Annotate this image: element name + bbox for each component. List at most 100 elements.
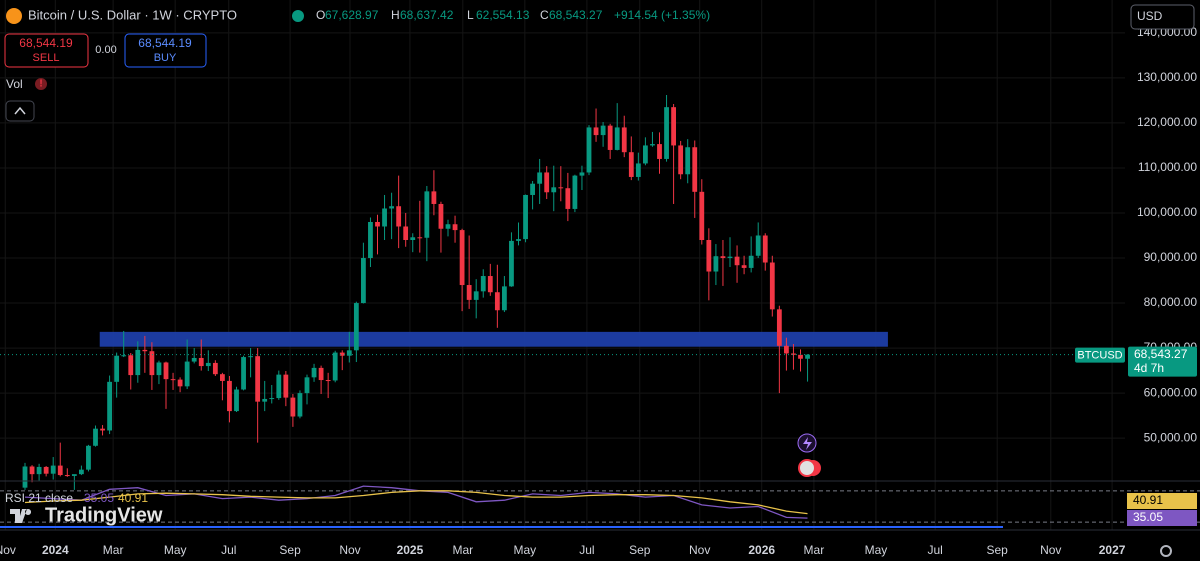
candle-body [685, 147, 691, 175]
x-tick-label: 2024 [42, 543, 69, 557]
candle-body [184, 361, 190, 387]
pane-strip [0, 526, 1003, 528]
candle-body [368, 221, 373, 259]
candle-body [191, 357, 197, 362]
candle-body [389, 206, 394, 209]
candle-body [410, 237, 416, 240]
candle-body [480, 276, 486, 292]
candle-body [509, 240, 514, 287]
candle-body [706, 240, 712, 272]
candle-body [523, 194, 528, 240]
candle-body [227, 380, 232, 412]
market-status [292, 10, 304, 22]
candle-body [544, 172, 550, 193]
candle-body [572, 175, 578, 209]
buy-price: 68,544.19 [138, 36, 192, 50]
volume-label: Vol [6, 77, 23, 91]
close-value: 68,543.27 [549, 8, 603, 22]
candle-body [121, 355, 127, 357]
candle-body [417, 237, 423, 239]
currency: USD [1137, 9, 1163, 23]
candle-body [93, 428, 98, 446]
candle-body [297, 393, 303, 417]
candle-body [424, 191, 430, 238]
flag-icon[interactable] [798, 459, 816, 477]
zone-layer [99, 331, 888, 347]
rsi-layer: 35.05 40.91 RSI 21 close 35.05 40.91 [0, 480, 1200, 531]
candle-body [29, 466, 35, 475]
candle-body [382, 208, 387, 227]
warning-mark: ! [39, 79, 42, 90]
close-key: C [540, 8, 549, 22]
rsi-line [24, 490, 808, 515]
candle-layer [22, 95, 810, 490]
candle-body [657, 144, 662, 159]
candle-body [100, 428, 105, 431]
x-tick-label: Sep [279, 543, 301, 557]
candle-body [346, 350, 352, 356]
currency-select[interactable] [1130, 4, 1195, 30]
candle-body [671, 107, 676, 146]
buy-button[interactable] [124, 33, 207, 68]
candle-body [762, 235, 768, 263]
buy-label: BUY [154, 52, 177, 64]
candle-body [205, 362, 211, 367]
candle-body [290, 397, 296, 417]
candle-body [551, 187, 557, 193]
x-tick-label: Mar [452, 543, 473, 557]
open-value: 67,628.97 [325, 8, 379, 22]
candle-body [805, 354, 810, 359]
x-tick-label: May [865, 543, 888, 557]
rsi-value: 40.91 [118, 491, 148, 505]
candle-body [36, 466, 42, 475]
high-key: H [391, 8, 400, 22]
candle-body [220, 374, 225, 381]
candle-body [537, 172, 543, 184]
candle-body [198, 357, 204, 367]
candle-body [558, 187, 564, 189]
x-tick-label: Sep [987, 543, 1009, 557]
symbol-title[interactable]: Bitcoin / U.S. Dollar · 1W · CRYPTO [28, 7, 237, 22]
candle-body [664, 107, 669, 159]
candle-body [86, 445, 91, 470]
candle-body [248, 356, 253, 358]
candle-body [727, 256, 733, 259]
sell-button[interactable] [4, 33, 89, 68]
low-key: L [467, 8, 474, 22]
candle-body [43, 466, 49, 474]
candle-body [579, 172, 585, 176]
collapse-button[interactable] [5, 100, 35, 122]
candle-body [339, 352, 345, 356]
warning-icon[interactable] [35, 78, 47, 90]
price-tag [1128, 346, 1197, 377]
candle-body [396, 206, 402, 227]
candle-body [135, 349, 141, 376]
sell-price: 68,544.19 [19, 36, 73, 50]
candle-body [156, 362, 162, 376]
settings-button[interactable] [1160, 545, 1172, 557]
y-tick-label: 50,000.00 [1144, 430, 1198, 444]
candle-body [628, 152, 634, 177]
candle-body [734, 256, 740, 266]
rsi-title: RSI 21 close [5, 491, 73, 505]
candle-body [600, 125, 606, 136]
rsi-tag [1127, 510, 1197, 526]
x-tick-label: Nov [339, 543, 360, 557]
candle-body [262, 398, 268, 402]
candle-body [692, 147, 698, 192]
coin-icon [6, 8, 22, 24]
change: +914.54 (+1.35%) [614, 8, 710, 22]
candle-body [565, 188, 571, 209]
candle-body [487, 276, 493, 293]
candle-body [163, 362, 169, 380]
low-value: 62,554.13 [476, 8, 530, 22]
candle-body [177, 379, 183, 387]
candle-body [283, 374, 289, 398]
candle-body [149, 351, 155, 376]
price-zone [99, 331, 888, 347]
candle-body [234, 389, 239, 412]
candle-body [255, 356, 261, 402]
candle-body [650, 144, 655, 146]
